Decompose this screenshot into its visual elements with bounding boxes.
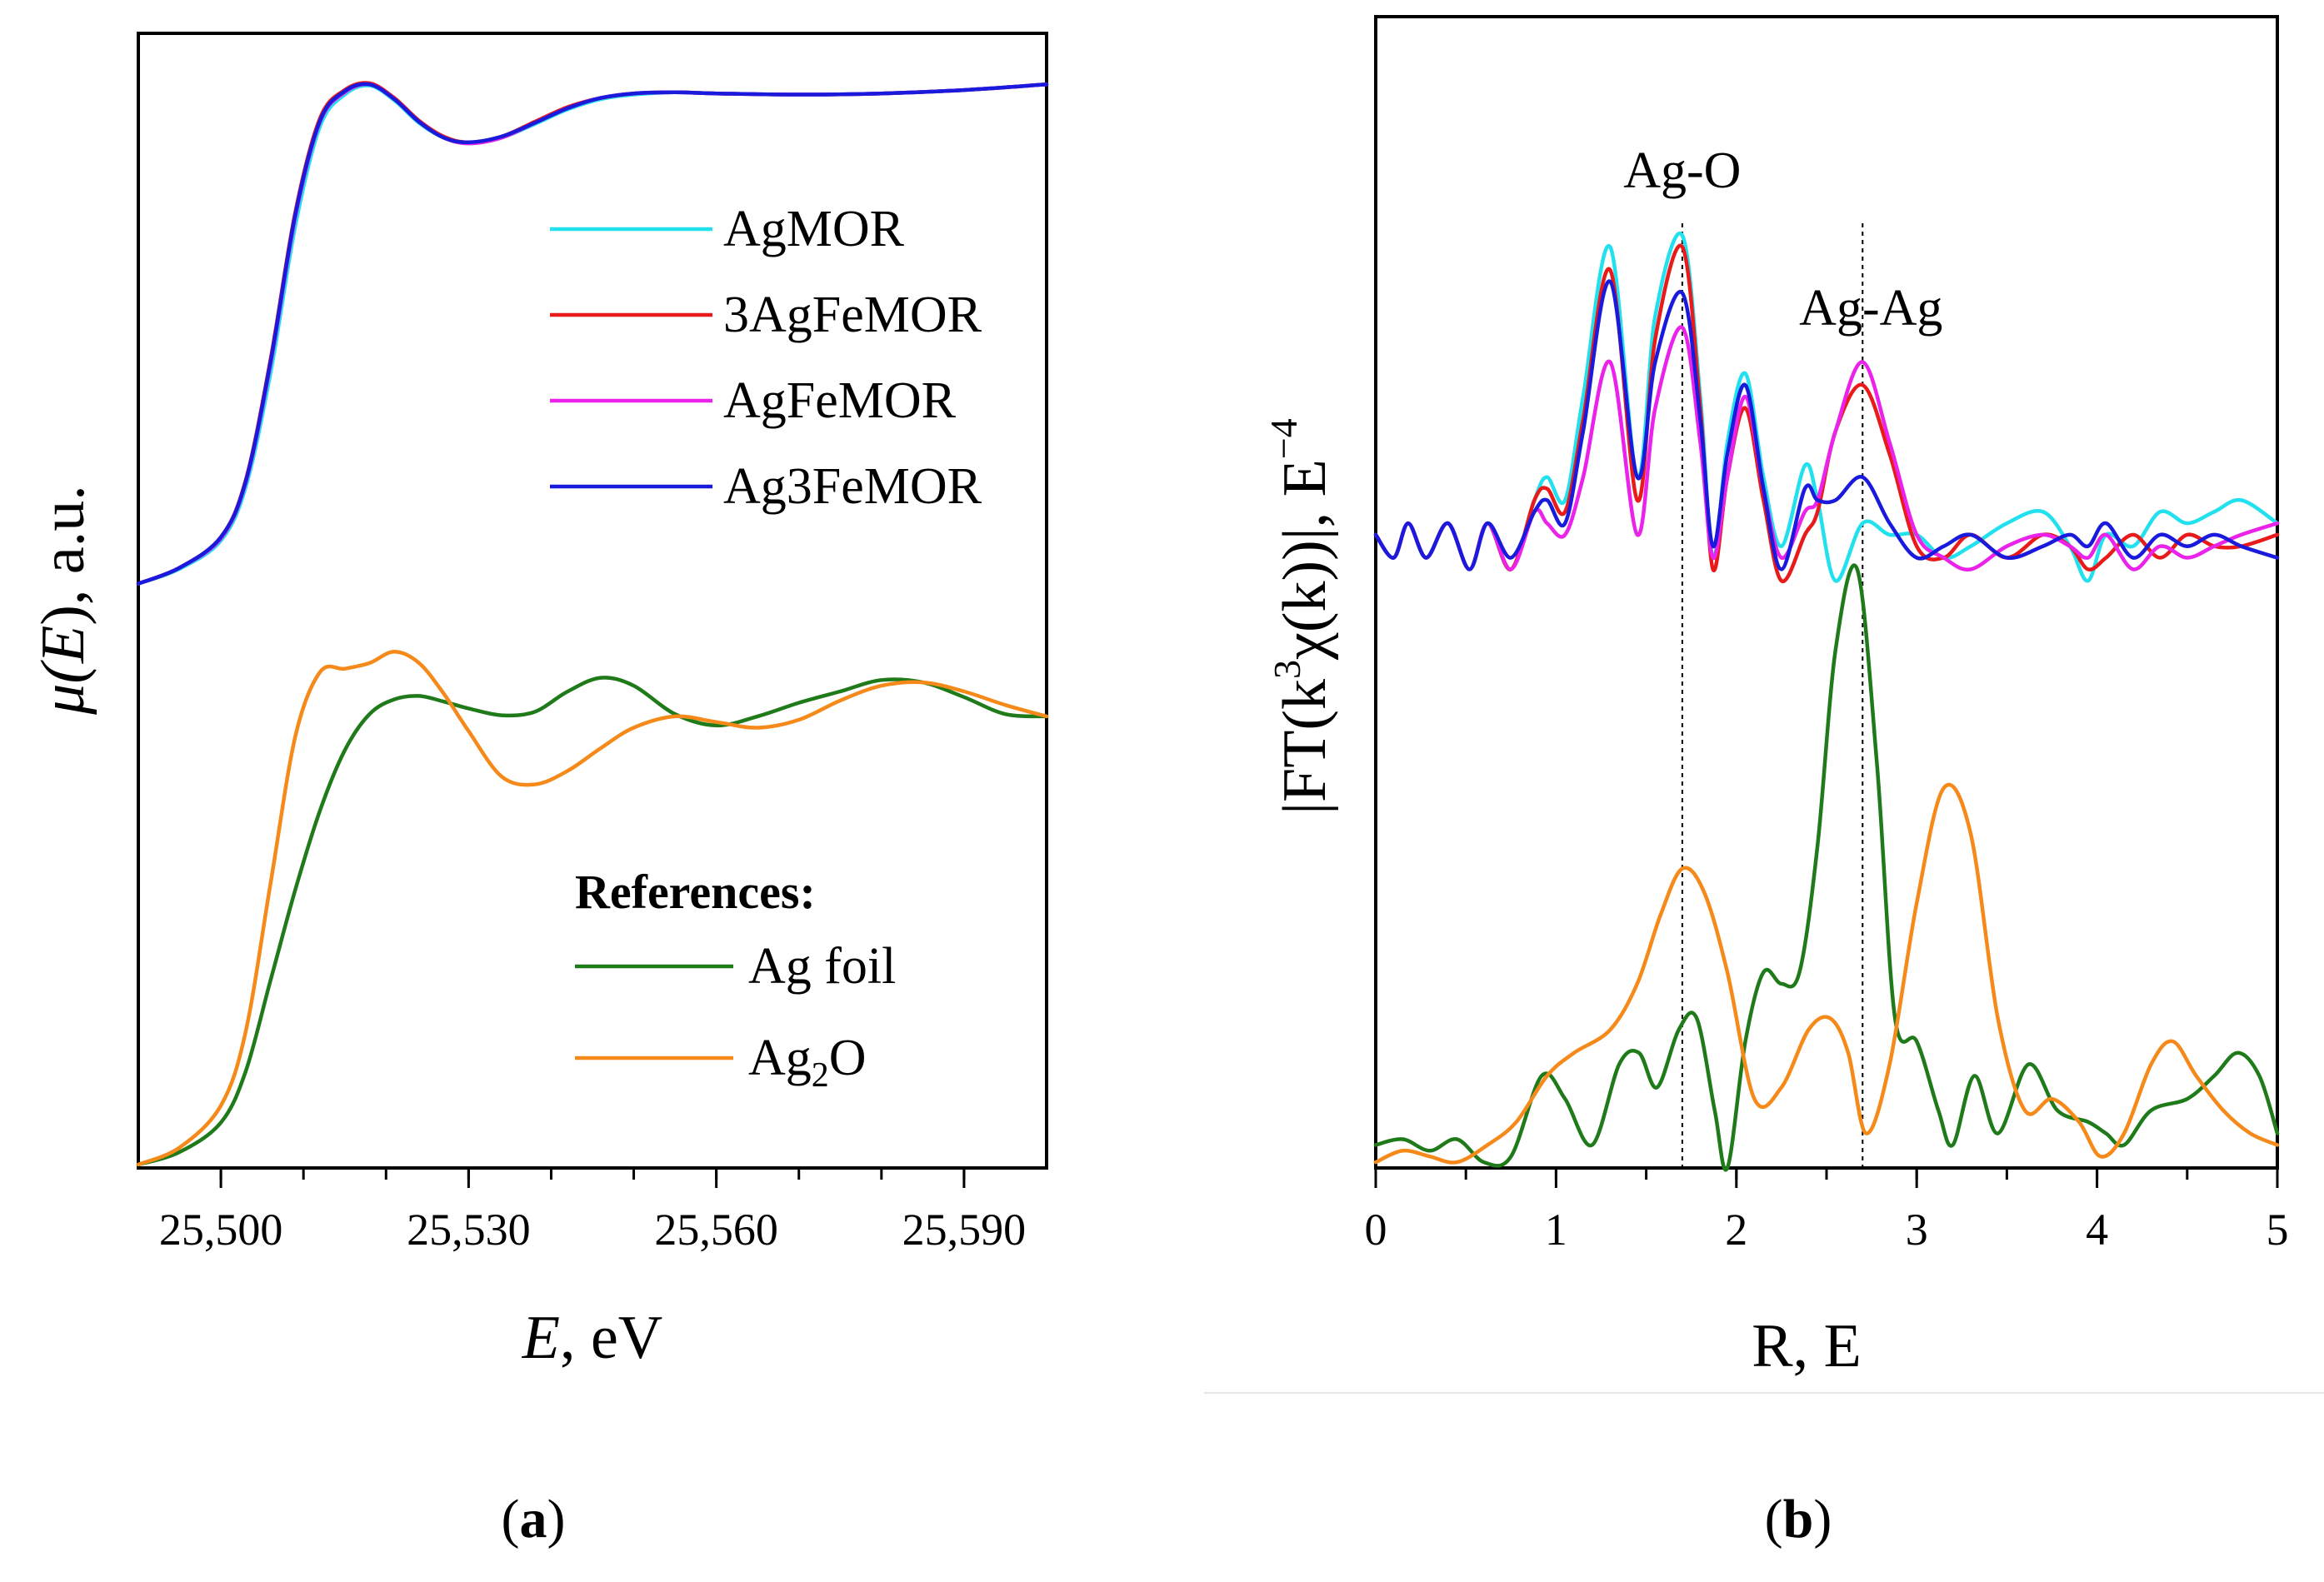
- legend-label-ag-foil: Ag foil: [748, 938, 896, 995]
- panel-a: 25,500 25,530 25,560 25,590 AgMOR3AgFeMORAg…: [29, 32, 1049, 1550]
- x-tick-label: 3: [1906, 1205, 1928, 1255]
- series-line-ag2o: [1373, 782, 2280, 1165]
- panel-label-b: (b): [1765, 1489, 1832, 1550]
- x-tick-label: 25,560: [654, 1205, 778, 1255]
- x-tick-label: 5: [2267, 1205, 2289, 1255]
- panel-label-a: (a): [502, 1489, 566, 1550]
- x-tick-labels-a: 25,500 25,530 25,560 25,590: [159, 1205, 1026, 1255]
- annotation-ag-o: Ag-O: [1623, 142, 1741, 199]
- legend-header: References:: [575, 865, 816, 919]
- x-tick-label: 25,590: [902, 1205, 1027, 1255]
- series-group-a: [136, 81, 1049, 1167]
- x-tick-label: 2: [1725, 1205, 1747, 1255]
- plot-frame-a: [137, 32, 1048, 1170]
- series-line-ag-foil: [136, 676, 1049, 1167]
- x-ticks-b: [1374, 1168, 2279, 1188]
- x-tick-label: 25,500: [159, 1205, 283, 1255]
- series-line-agfemor: [1373, 325, 2280, 571]
- legend-label-agmor: AgMOR: [723, 201, 905, 257]
- legend-label-3agfemor: 3AgFeMOR: [723, 287, 982, 343]
- x-tick-label: 25,530: [407, 1205, 531, 1255]
- series-group-b: [1373, 231, 2280, 1172]
- x-axis-label-a: E, eV: [522, 1304, 663, 1372]
- legend-a: AgMOR 3AgFeMOR AgFeMOR Ag3FeMOR References: A…: [550, 201, 982, 1095]
- y-axis-label-b: |FT(k3χ(k))|, E−4: [1262, 418, 1339, 815]
- legend-label-ag3femor: Ag3FeMOR: [723, 458, 982, 515]
- series-line-ag3femor: [1373, 279, 2280, 571]
- x-tick-labels-b: 0 1 2 3 4 5: [1365, 1205, 2289, 1255]
- series-line-ag2o: [136, 650, 1049, 1167]
- annotations-b: Ag-O Ag-Ag: [1623, 142, 1942, 337]
- reference-lines-b: [1681, 223, 1864, 1168]
- x-tick-label: 4: [2086, 1205, 2108, 1255]
- legend-label-ag2o: Ag2O: [748, 1030, 867, 1095]
- x-axis-label-b: R, E: [1752, 1312, 1862, 1380]
- y-axis-label-a: μ(E), a.u.: [29, 485, 97, 716]
- annotation-ag-ag: Ag-Ag: [1799, 280, 1942, 337]
- legend-label-agfemor: AgFeMOR: [723, 372, 957, 429]
- x-ticks-a: [219, 1168, 966, 1188]
- x-tick-label: 0: [1365, 1205, 1387, 1255]
- series-line-ag3femor: [136, 82, 1049, 586]
- x-tick-label: 1: [1545, 1205, 1567, 1255]
- plot-frame-b: [1374, 15, 2279, 1170]
- series-line-ag-foil: [1373, 563, 2280, 1172]
